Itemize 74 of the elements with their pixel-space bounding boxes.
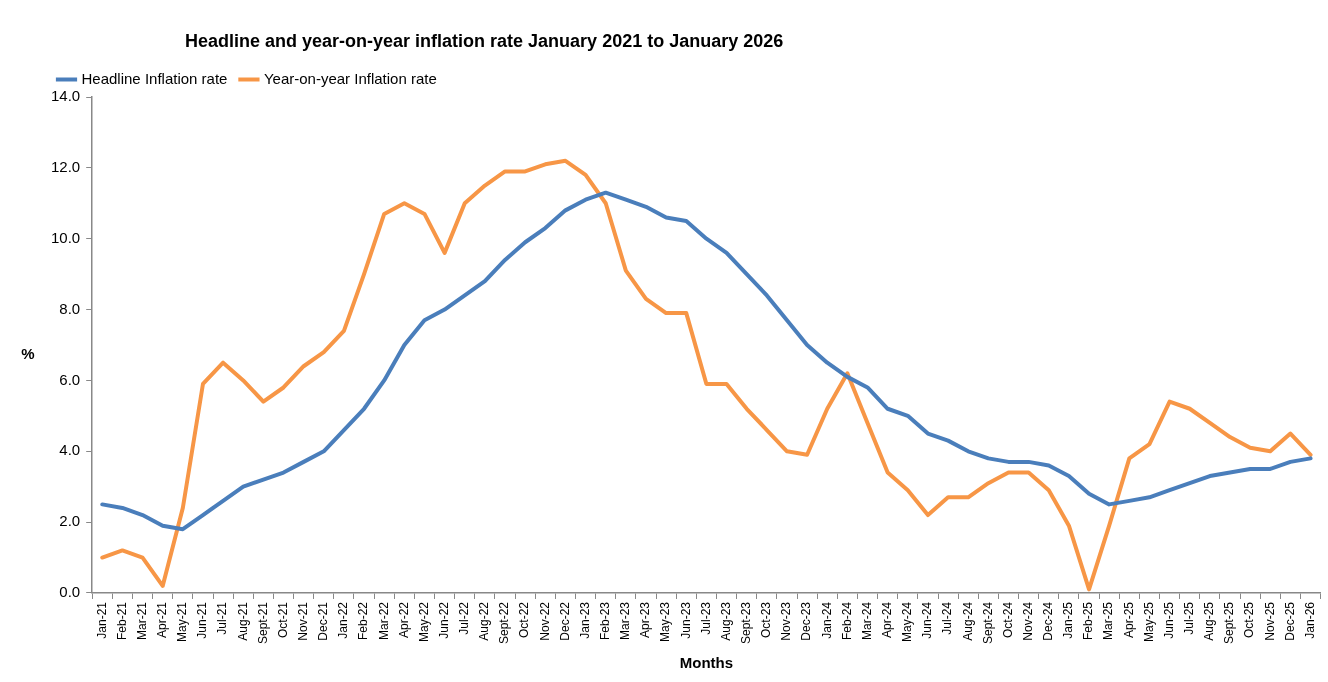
x-tick-label: Feb-24 <box>839 601 854 640</box>
x-tick-label: Dec-21 <box>316 601 331 641</box>
x-tick-label: Jan-25 <box>1061 601 1076 639</box>
x-tick-label: Apr-24 <box>879 601 894 638</box>
x-tick-label: May-21 <box>175 601 190 642</box>
x-tick-label: Sept-22 <box>497 601 512 644</box>
x-tick-label: Apr-22 <box>396 601 411 638</box>
x-tick-label: Dec-22 <box>557 601 572 641</box>
x-tick-label: Apr-25 <box>1121 601 1136 638</box>
x-tick-label: Nov-24 <box>1020 601 1035 641</box>
x-tick-label: Oct-24 <box>1000 601 1015 638</box>
x-tick-label: Aug-23 <box>718 601 733 641</box>
x-tick-label: Mar-24 <box>859 601 874 640</box>
y-tick-label: 2.0 <box>59 512 81 530</box>
x-tick-label: Jun-23 <box>678 601 693 639</box>
x-tick-label: Jul-25 <box>1182 601 1197 635</box>
x-tick-label: Apr-23 <box>638 601 653 638</box>
y-tick-label: 10.0 <box>50 228 81 246</box>
y-tick-label: 12.0 <box>50 157 81 175</box>
y-tick-label: 8.0 <box>59 299 81 317</box>
x-tick-label: Aug-25 <box>1202 601 1217 641</box>
x-tick-label: Mar-23 <box>618 601 633 640</box>
x-tick-label: Sept-24 <box>980 601 995 644</box>
x-tick-label: Dec-24 <box>1041 601 1056 641</box>
x-tick-label: Feb-23 <box>598 601 613 640</box>
x-tick-label: Nov-25 <box>1262 601 1277 641</box>
x-tick-label: Oct-22 <box>517 601 532 638</box>
x-tick-label: Dec-25 <box>1282 601 1297 641</box>
x-tick-label: Jun-21 <box>195 601 210 639</box>
x-tick-label: Nov-21 <box>295 601 310 641</box>
x-tick-label: Apr-21 <box>154 601 169 638</box>
x-tick-label: Oct-25 <box>1242 601 1257 638</box>
x-tick-label: Jun-24 <box>920 601 935 639</box>
x-tick-label: Jan-23 <box>577 601 592 639</box>
x-tick-label: Aug-24 <box>960 601 975 641</box>
x-tick-label: Sept-25 <box>1222 601 1237 644</box>
x-tick-label: Sept-23 <box>739 601 753 644</box>
x-tick-label: Mar-21 <box>134 601 149 640</box>
y-axis-title: % <box>21 345 35 363</box>
x-tick-label: Jan-22 <box>336 601 351 639</box>
x-tick-label: Jan-21 <box>94 601 109 639</box>
x-tick-label: Jul-21 <box>215 601 230 635</box>
x-tick-label: Mar-22 <box>376 601 391 640</box>
x-tick-label: Feb-25 <box>1081 601 1096 640</box>
x-axis-title: Months <box>679 654 734 672</box>
x-tick-label: Jan-24 <box>819 601 834 639</box>
x-tick-label: Nov-22 <box>537 601 552 641</box>
chart-title: Headline and year-on-year inflation rate January 2021 to January 2026 <box>185 30 784 51</box>
y-tick-label: 4.0 <box>59 441 81 459</box>
x-tick-label: May-25 <box>1141 601 1156 642</box>
x-tick-label: Feb-21 <box>114 601 129 640</box>
x-tick-label: May-23 <box>658 601 673 642</box>
y-tick-label: 6.0 <box>59 370 81 388</box>
y-tick-label: 14.0 <box>50 87 81 105</box>
x-tick-label: Jul-24 <box>940 601 955 635</box>
x-tick-label: Jul-23 <box>698 601 713 635</box>
x-tick-label: Dec-23 <box>799 601 814 641</box>
x-tick-label: Jun-25 <box>1161 601 1176 639</box>
x-tick-label: Aug-21 <box>235 601 250 641</box>
x-tick-label: Aug-22 <box>477 601 492 641</box>
legend-label: Year-on-year Inflation rate <box>263 69 437 87</box>
x-tick-label: Jul-22 <box>457 601 472 635</box>
x-tick-label: May-24 <box>900 601 915 642</box>
legend-label: Headline Inflation rate <box>81 69 228 87</box>
x-tick-label: May-22 <box>416 601 431 642</box>
x-tick-label: Oct-23 <box>759 601 774 638</box>
x-tick-label: Jan-26 <box>1302 601 1317 639</box>
y-tick-label: 0.0 <box>59 583 81 601</box>
x-tick-label: Feb-22 <box>356 601 371 640</box>
x-tick-label: Mar-25 <box>1101 601 1116 640</box>
x-tick-label: Oct-21 <box>275 601 290 638</box>
x-tick-label: Jun-22 <box>436 601 451 639</box>
x-tick-label: Nov-23 <box>779 601 794 641</box>
x-tick-label: Sept-21 <box>255 601 270 644</box>
